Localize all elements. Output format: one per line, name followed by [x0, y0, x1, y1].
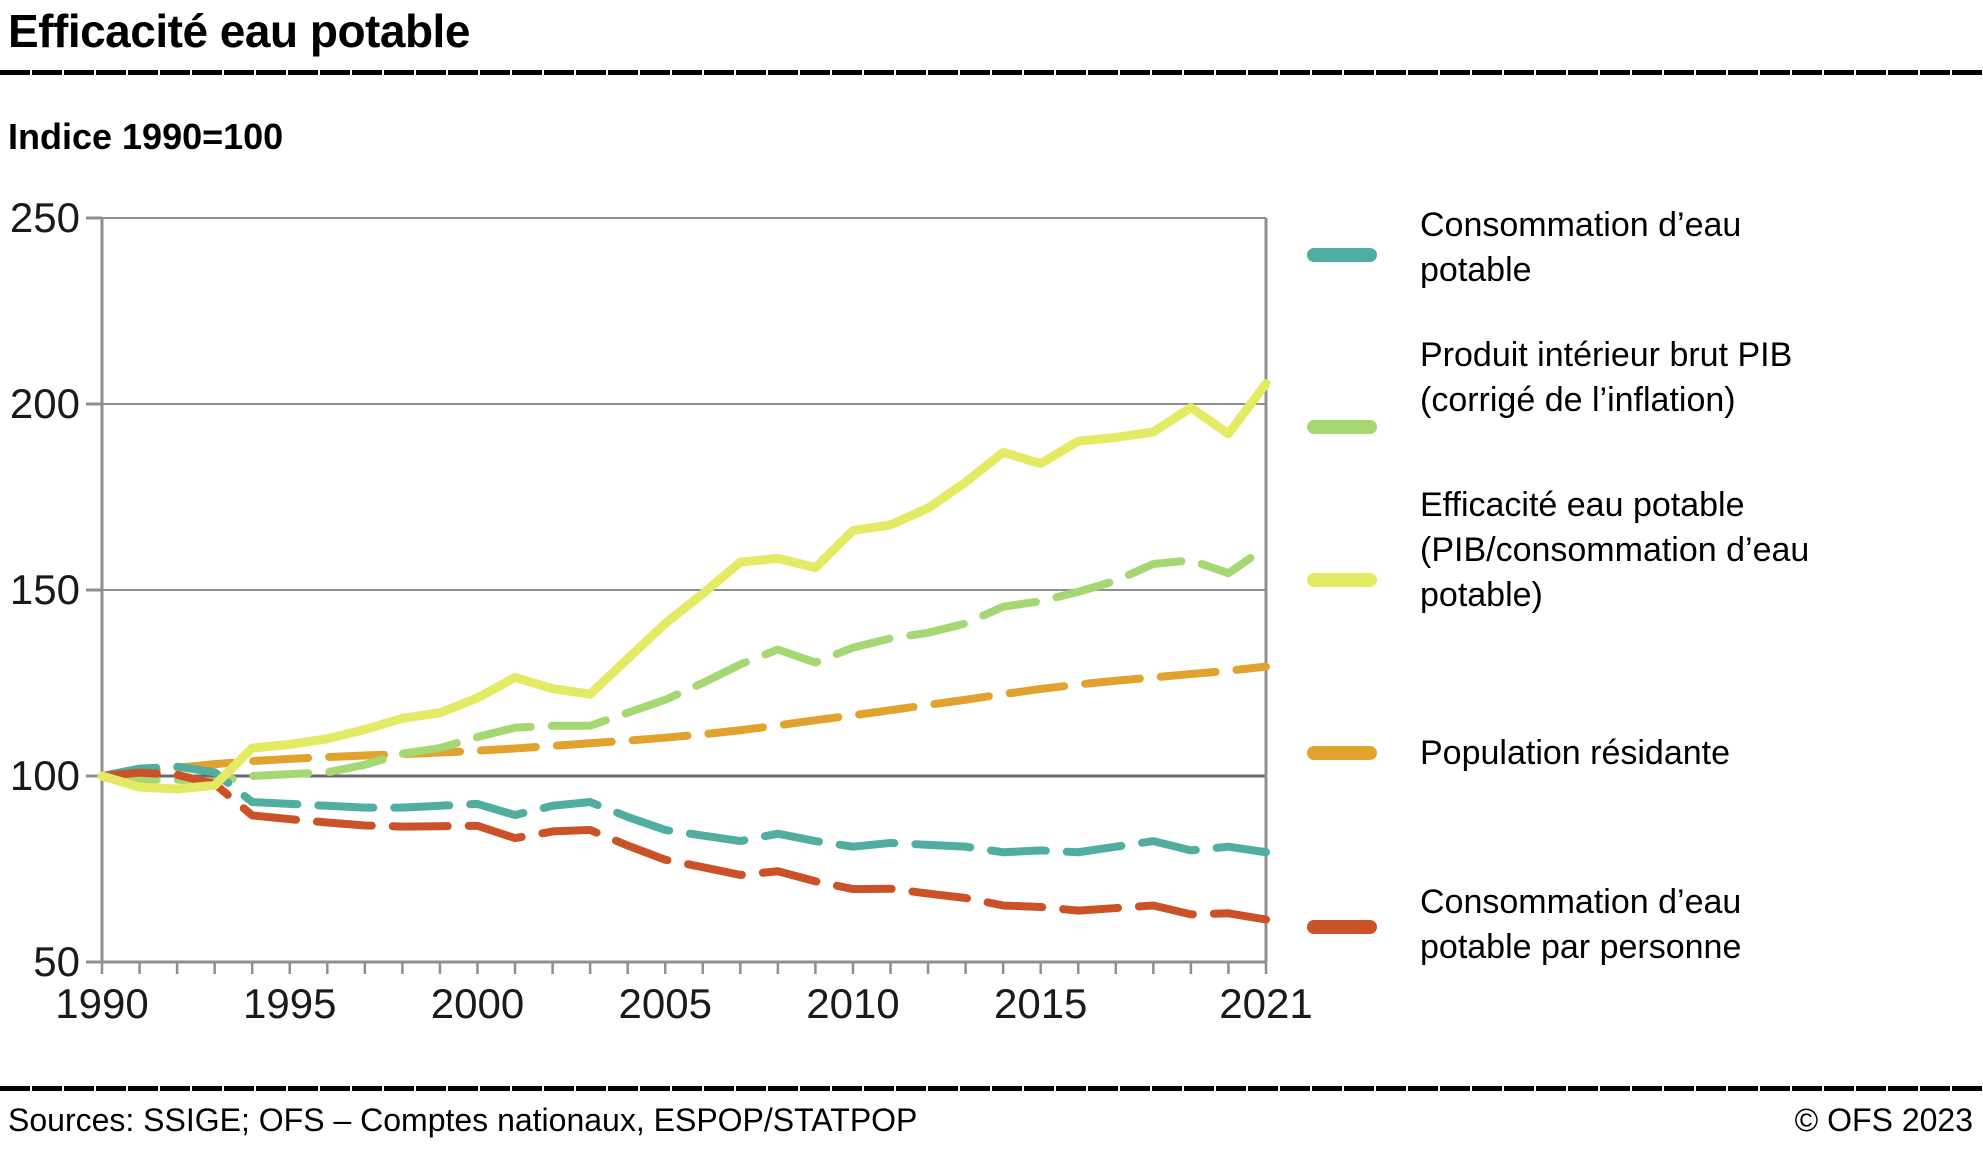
legend-swatch-3 [1307, 573, 1377, 587]
legend-label-2: Produit intérieur brut PIB (corrigé de l… [1420, 336, 1793, 419]
legend-swatch-4 [1307, 746, 1377, 760]
x-tick-label-2021: 2021 [1219, 980, 1313, 1027]
x-tick-label-2010: 2010 [806, 980, 900, 1027]
x-tick-label-1995: 1995 [243, 980, 337, 1027]
chart-subtitle: Indice 1990=100 [8, 116, 284, 157]
y-tick-label-250: 250 [9, 194, 80, 241]
series-line-3 [97, 379, 1271, 794]
sources-text: Sources: SSIGE; OFS – Comptes nationaux,… [8, 1102, 918, 1138]
y-tick-label-200: 200 [9, 380, 80, 427]
legend-label-1: Consommation d’eau potable [1420, 206, 1742, 289]
legend-label-4: Population résidante [1420, 734, 1731, 772]
x-tick-label-2015: 2015 [993, 980, 1088, 1027]
footer-divider [0, 1086, 1983, 1091]
title-divider [0, 70, 1983, 75]
x-tick-label-2005: 2005 [618, 980, 712, 1027]
y-tick-label-150: 150 [9, 566, 80, 613]
x-tick-label-1990: 1990 [55, 980, 149, 1027]
page-title: Efficacité eau potable [8, 5, 470, 57]
y-tick-label-100: 100 [9, 752, 80, 799]
legend-swatch-2 [1307, 420, 1377, 434]
series-line-2 [98, 543, 1270, 786]
series-line-1 [98, 762, 1270, 857]
legend-label-5: Consommation d’eau potable par personne [1420, 883, 1742, 966]
copyright-text: © OFS 2023 [1794, 1102, 1973, 1138]
x-tick-label-2000: 2000 [430, 980, 525, 1027]
y-tick-label-50: 50 [33, 938, 80, 985]
series-line-5 [98, 768, 1270, 924]
series-line-4 [98, 662, 1270, 780]
legend-swatch-5 [1307, 920, 1377, 934]
legend-label-3: Efficacité eau potable (PIB/consommation… [1420, 486, 1810, 614]
legend-swatch-1 [1307, 248, 1377, 262]
